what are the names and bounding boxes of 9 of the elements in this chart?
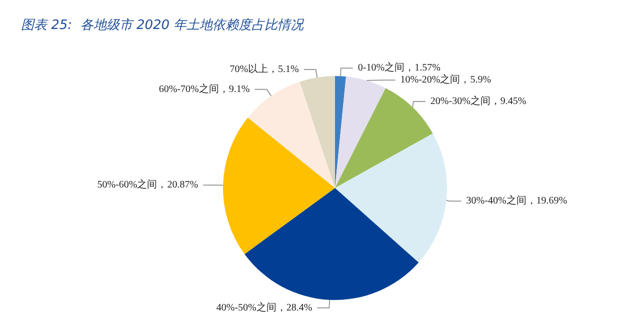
slice-label: 50%-60%之间，20.87% [97,178,198,191]
slice-label: 70%以上，5.1% [230,63,299,76]
slice-label: 0-10%之间，1.57% [358,62,440,74]
slice-label: 20%-30%之间，9.45% [430,94,526,107]
slice-label: 60%-70%之间，9.1% [158,82,250,95]
slice-label: 10%-20%之间，5.9% [400,74,492,86]
slice-label: 40%-50%之间，28.4% [216,301,312,314]
slice-label: 30%-40%之间，19.69% [466,194,568,207]
chart-title: 图表 25: 各地级市 2020 年土地依赖度占比情况 [21,17,305,33]
